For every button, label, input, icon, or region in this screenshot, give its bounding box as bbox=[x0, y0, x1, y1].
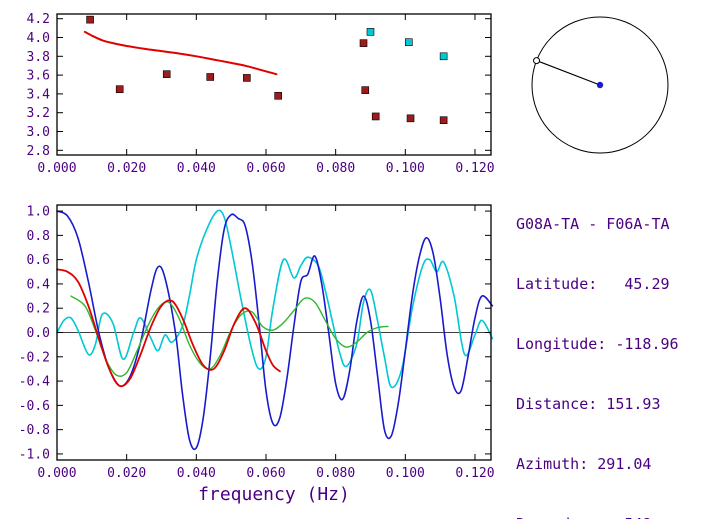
x-tick-label: 0.060 bbox=[246, 466, 285, 481]
group-velocity-picks-marker bbox=[361, 86, 370, 94]
y-tick-label: 0.0 bbox=[27, 326, 50, 341]
group-velocity-picks-marker bbox=[371, 112, 380, 121]
center-station-marker bbox=[596, 81, 604, 89]
x-tick-label: 0.120 bbox=[455, 466, 494, 481]
x-tick-label: 0.040 bbox=[177, 161, 216, 176]
group-velocity-picks-marker bbox=[406, 114, 415, 123]
y-tick-label: -0.8 bbox=[19, 423, 50, 438]
azimuth-diagram bbox=[531, 16, 669, 154]
great-circle bbox=[531, 16, 669, 154]
station-info-panel: G08A-TA - F06A-TA Latitude: 45.29 Longit… bbox=[516, 174, 679, 519]
x-tick-label: 0.040 bbox=[177, 466, 216, 481]
group-velocity-picks-marker bbox=[86, 15, 94, 24]
phase-velocity-picks-marker bbox=[366, 28, 375, 36]
info-line-records: Records: 548 bbox=[516, 514, 679, 519]
group-velocity-picks-marker bbox=[243, 74, 251, 82]
dispersion-chart: 0.000 0.020 0.040 0.060 0.080 0.100 0.120 2.8 3.… bbox=[27, 12, 495, 176]
y-tick-label: 3.6 bbox=[27, 69, 50, 84]
y-tick-label: 2.8 bbox=[27, 144, 50, 159]
info-line-azimuth: Azimuth: 291.04 bbox=[516, 455, 652, 473]
y-tick-label: -1.0 bbox=[19, 447, 50, 462]
waveform-chart: 0.000 0.020 0.040 0.060 0.080 0.100 0.120 -1.0 -… bbox=[19, 204, 495, 481]
group-velocity-picks-marker bbox=[162, 70, 171, 78]
y-tick-label: 3.2 bbox=[27, 106, 50, 121]
y-tick-label: 1.0 bbox=[27, 205, 50, 220]
y-tick-label: 0.4 bbox=[27, 277, 51, 292]
blue-trace bbox=[56, 210, 494, 451]
info-line-latitude: Latitude: 45.29 bbox=[516, 275, 670, 293]
cyan-trace bbox=[56, 209, 494, 389]
y-tick-label: 0.2 bbox=[27, 302, 50, 317]
x-tick-label: 0.100 bbox=[386, 466, 425, 481]
y-tick-label: 4.0 bbox=[27, 31, 50, 46]
remote-station-marker bbox=[533, 57, 541, 65]
y-tick-label: 3.8 bbox=[27, 50, 50, 65]
x-tick-label: 0.060 bbox=[246, 161, 285, 176]
phase-velocity-picks-marker bbox=[404, 38, 413, 47]
x-tick-label: 0.080 bbox=[316, 466, 355, 481]
x-tick-label: 0.000 bbox=[37, 466, 76, 481]
phase-velocity-picks-marker bbox=[439, 52, 448, 61]
azimuth-line bbox=[536, 60, 601, 86]
plot-frame bbox=[56, 13, 492, 156]
group-velocity-picks-marker bbox=[439, 116, 448, 125]
group-velocity-picks-marker bbox=[115, 85, 124, 93]
y-tick-label: 4.2 bbox=[27, 12, 50, 27]
group-velocity-picks-marker bbox=[274, 91, 282, 100]
group-velocity-picks-marker bbox=[359, 39, 368, 47]
x-tick-label: 0.020 bbox=[107, 466, 146, 481]
x-tick-label: 0.020 bbox=[107, 161, 146, 176]
y-tick-label: 0.6 bbox=[27, 253, 50, 268]
x-tick-label: 0.080 bbox=[316, 161, 355, 176]
group-velocity-picks-marker bbox=[206, 73, 215, 81]
station-pair-title: G08A-TA - F06A-TA bbox=[516, 215, 670, 233]
x-tick-label: 0.000 bbox=[37, 161, 76, 176]
x-tick-label: 0.120 bbox=[455, 161, 494, 176]
y-tick-label: 0.8 bbox=[27, 229, 50, 244]
y-tick-label: -0.6 bbox=[19, 399, 50, 414]
y-tick-label: -0.4 bbox=[19, 375, 50, 390]
info-line-distance: Distance: 151.93 bbox=[516, 395, 661, 413]
y-tick-label: -0.2 bbox=[19, 350, 50, 365]
x-tick-label: 0.100 bbox=[386, 161, 425, 176]
red-trace bbox=[56, 268, 281, 388]
info-line-longitude: Longitude: -118.96 bbox=[516, 335, 679, 353]
x-axis-label: frequency (Hz) bbox=[198, 484, 350, 505]
y-tick-label: 3.4 bbox=[27, 87, 51, 102]
y-tick-label: 3.0 bbox=[27, 125, 50, 140]
reference-dispersion-curve bbox=[83, 30, 278, 76]
